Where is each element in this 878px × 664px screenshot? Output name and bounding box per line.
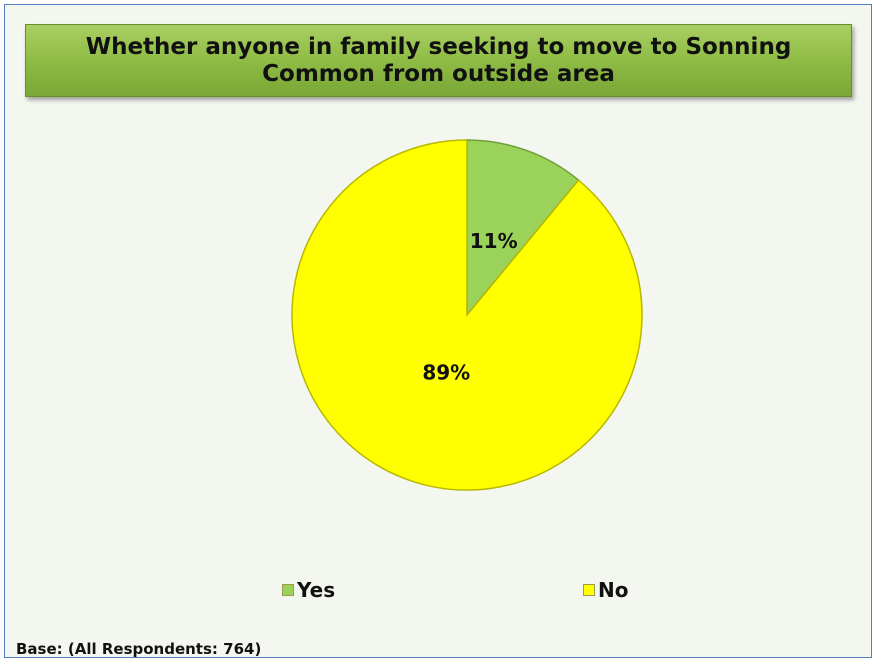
chart-title: Whether anyone in family seeking to move…: [25, 24, 852, 97]
legend-item-yes: Yes: [282, 578, 335, 602]
legend-label-yes: Yes: [297, 578, 336, 602]
legend: Yes No: [0, 578, 878, 602]
pie-slice-yes: [466, 139, 580, 318]
slice-label-yes: 11%: [470, 229, 518, 253]
legend-item-no: No: [583, 578, 628, 602]
legend-swatch-yes: [282, 584, 294, 596]
slice-label-no: 89%: [422, 361, 470, 385]
legend-label-no: No: [598, 578, 629, 602]
pie-slice-no: [291, 139, 643, 491]
base-note: Base: (All Respondents: 764): [16, 640, 262, 658]
legend-swatch-no: [583, 584, 595, 596]
